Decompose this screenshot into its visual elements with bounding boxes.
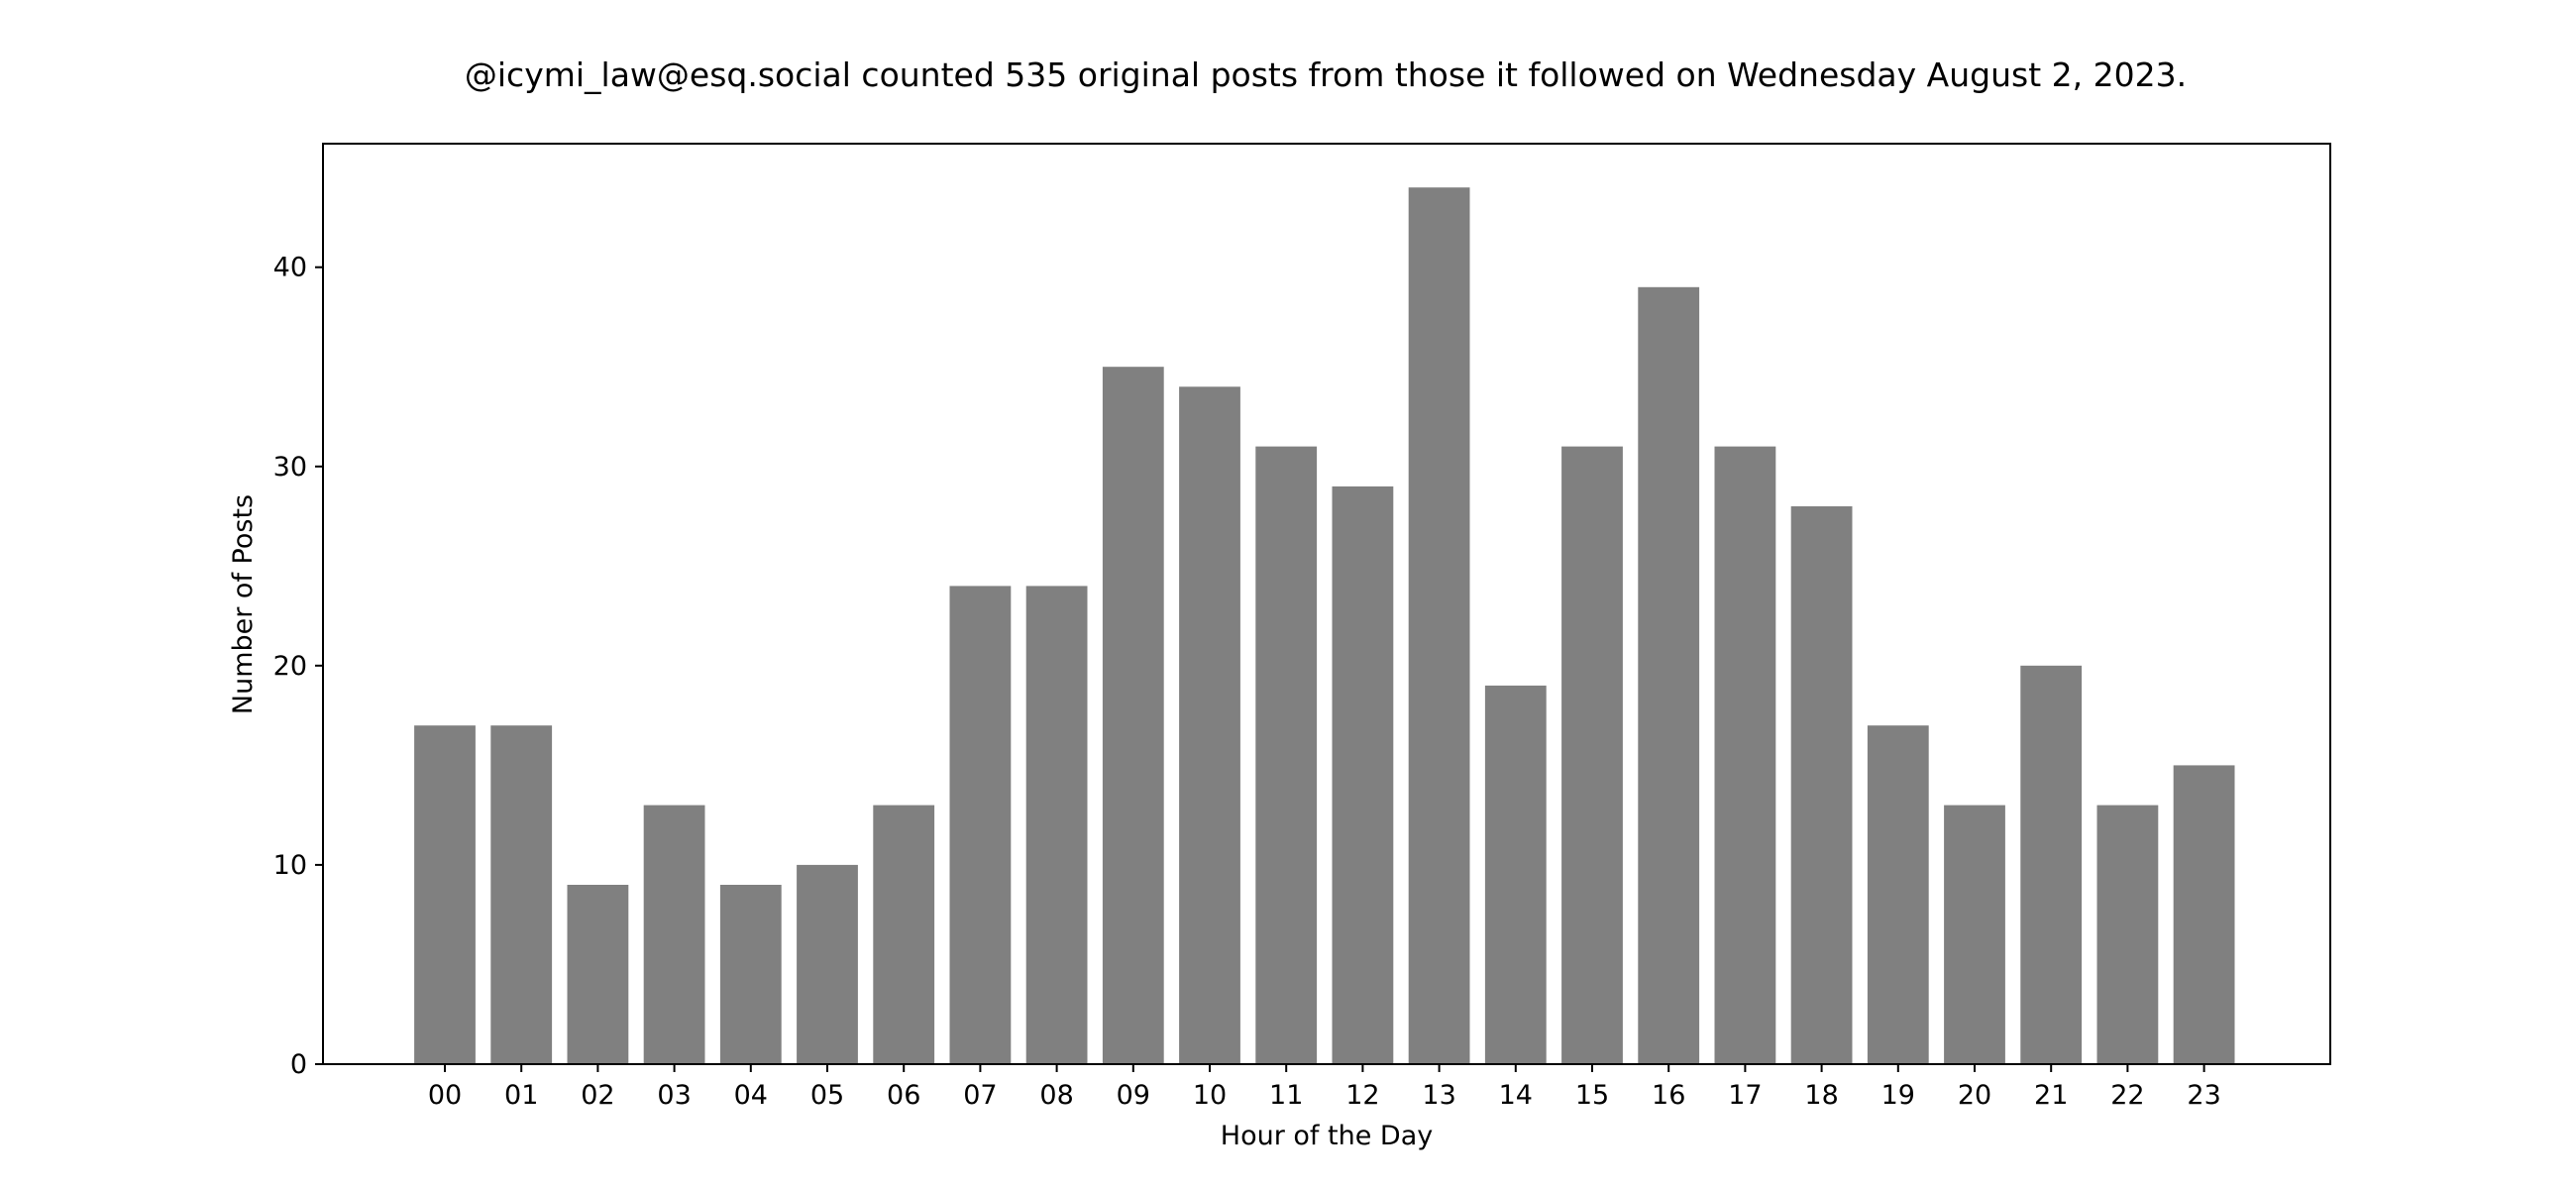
bar-23 <box>2173 765 2235 1064</box>
x-tick-label: 09 <box>1117 1080 1150 1111</box>
x-tick-label: 20 <box>1958 1080 1991 1111</box>
bar-22 <box>2096 805 2159 1064</box>
x-tick-label: 10 <box>1193 1080 1227 1111</box>
x-tick-label: 16 <box>1652 1080 1685 1111</box>
bar-08 <box>1025 586 1088 1064</box>
x-axis: 00 01 02 03 04 05 06 07 08 09 10 11 12 13 14 15 16 17 18 19… <box>428 1064 2221 1111</box>
bar-11 <box>1255 446 1318 1065</box>
bar-18 <box>1790 506 1853 1064</box>
x-tick-label: 00 <box>428 1080 462 1111</box>
bar-12 <box>1332 486 1394 1064</box>
bar-06 <box>873 805 935 1064</box>
bar-00 <box>414 725 476 1064</box>
x-tick-label: 06 <box>887 1080 920 1111</box>
x-tick-label: 18 <box>1804 1080 1838 1111</box>
x-tick-label: 21 <box>2034 1080 2068 1111</box>
x-tick-label: 17 <box>1728 1080 1762 1111</box>
x-tick-label: 03 <box>657 1080 691 1111</box>
x-tick-label: 05 <box>810 1080 844 1111</box>
bar-20 <box>1944 805 2005 1064</box>
x-tick-label: 07 <box>963 1080 997 1111</box>
x-tick-label: 11 <box>1269 1080 1303 1111</box>
x-tick-label: 12 <box>1345 1080 1379 1111</box>
bar-13 <box>1408 187 1470 1064</box>
bar-21 <box>2020 665 2083 1064</box>
x-tick-label: 08 <box>1039 1080 1073 1111</box>
x-tick-label: 02 <box>581 1080 614 1111</box>
x-tick-label: 23 <box>2187 1080 2220 1111</box>
y-tick-label: 10 <box>273 850 307 881</box>
y-tick-label: 40 <box>273 253 307 283</box>
y-tick-label: 20 <box>273 651 307 682</box>
y-axis-title: Number of Posts <box>228 494 259 714</box>
x-axis-title: Hour of the Day <box>1221 1121 1433 1151</box>
x-tick-label: 04 <box>734 1080 768 1111</box>
bar-09 <box>1102 367 1164 1064</box>
bar-07 <box>949 586 1012 1064</box>
x-tick-label: 15 <box>1575 1080 1609 1111</box>
y-tick-label: 0 <box>290 1049 307 1080</box>
bars-group <box>414 187 2235 1065</box>
plot-frame <box>322 143 2331 1065</box>
bar-01 <box>490 725 553 1064</box>
bar-05 <box>797 864 858 1064</box>
y-tick-label: 30 <box>273 452 307 483</box>
x-tick-label: 22 <box>2110 1080 2144 1111</box>
x-tick-label: 19 <box>1881 1080 1915 1111</box>
bar-10 <box>1179 386 1240 1064</box>
bar-14 <box>1484 685 1547 1064</box>
bar-15 <box>1561 446 1623 1065</box>
bar-17 <box>1714 446 1776 1065</box>
bar-04 <box>719 885 782 1064</box>
chart-title: @icymi_law@esq.social counted 535 origin… <box>465 55 2187 94</box>
x-tick-label: 01 <box>504 1080 538 1111</box>
x-tick-label: 14 <box>1499 1080 1533 1111</box>
x-tick-label: 13 <box>1422 1080 1455 1111</box>
bar-16 <box>1638 286 1700 1064</box>
bar-03 <box>643 805 705 1064</box>
bar-02 <box>567 885 629 1064</box>
bar-19 <box>1867 725 1929 1064</box>
y-axis: 0 10 20 30 40 <box>273 253 323 1080</box>
